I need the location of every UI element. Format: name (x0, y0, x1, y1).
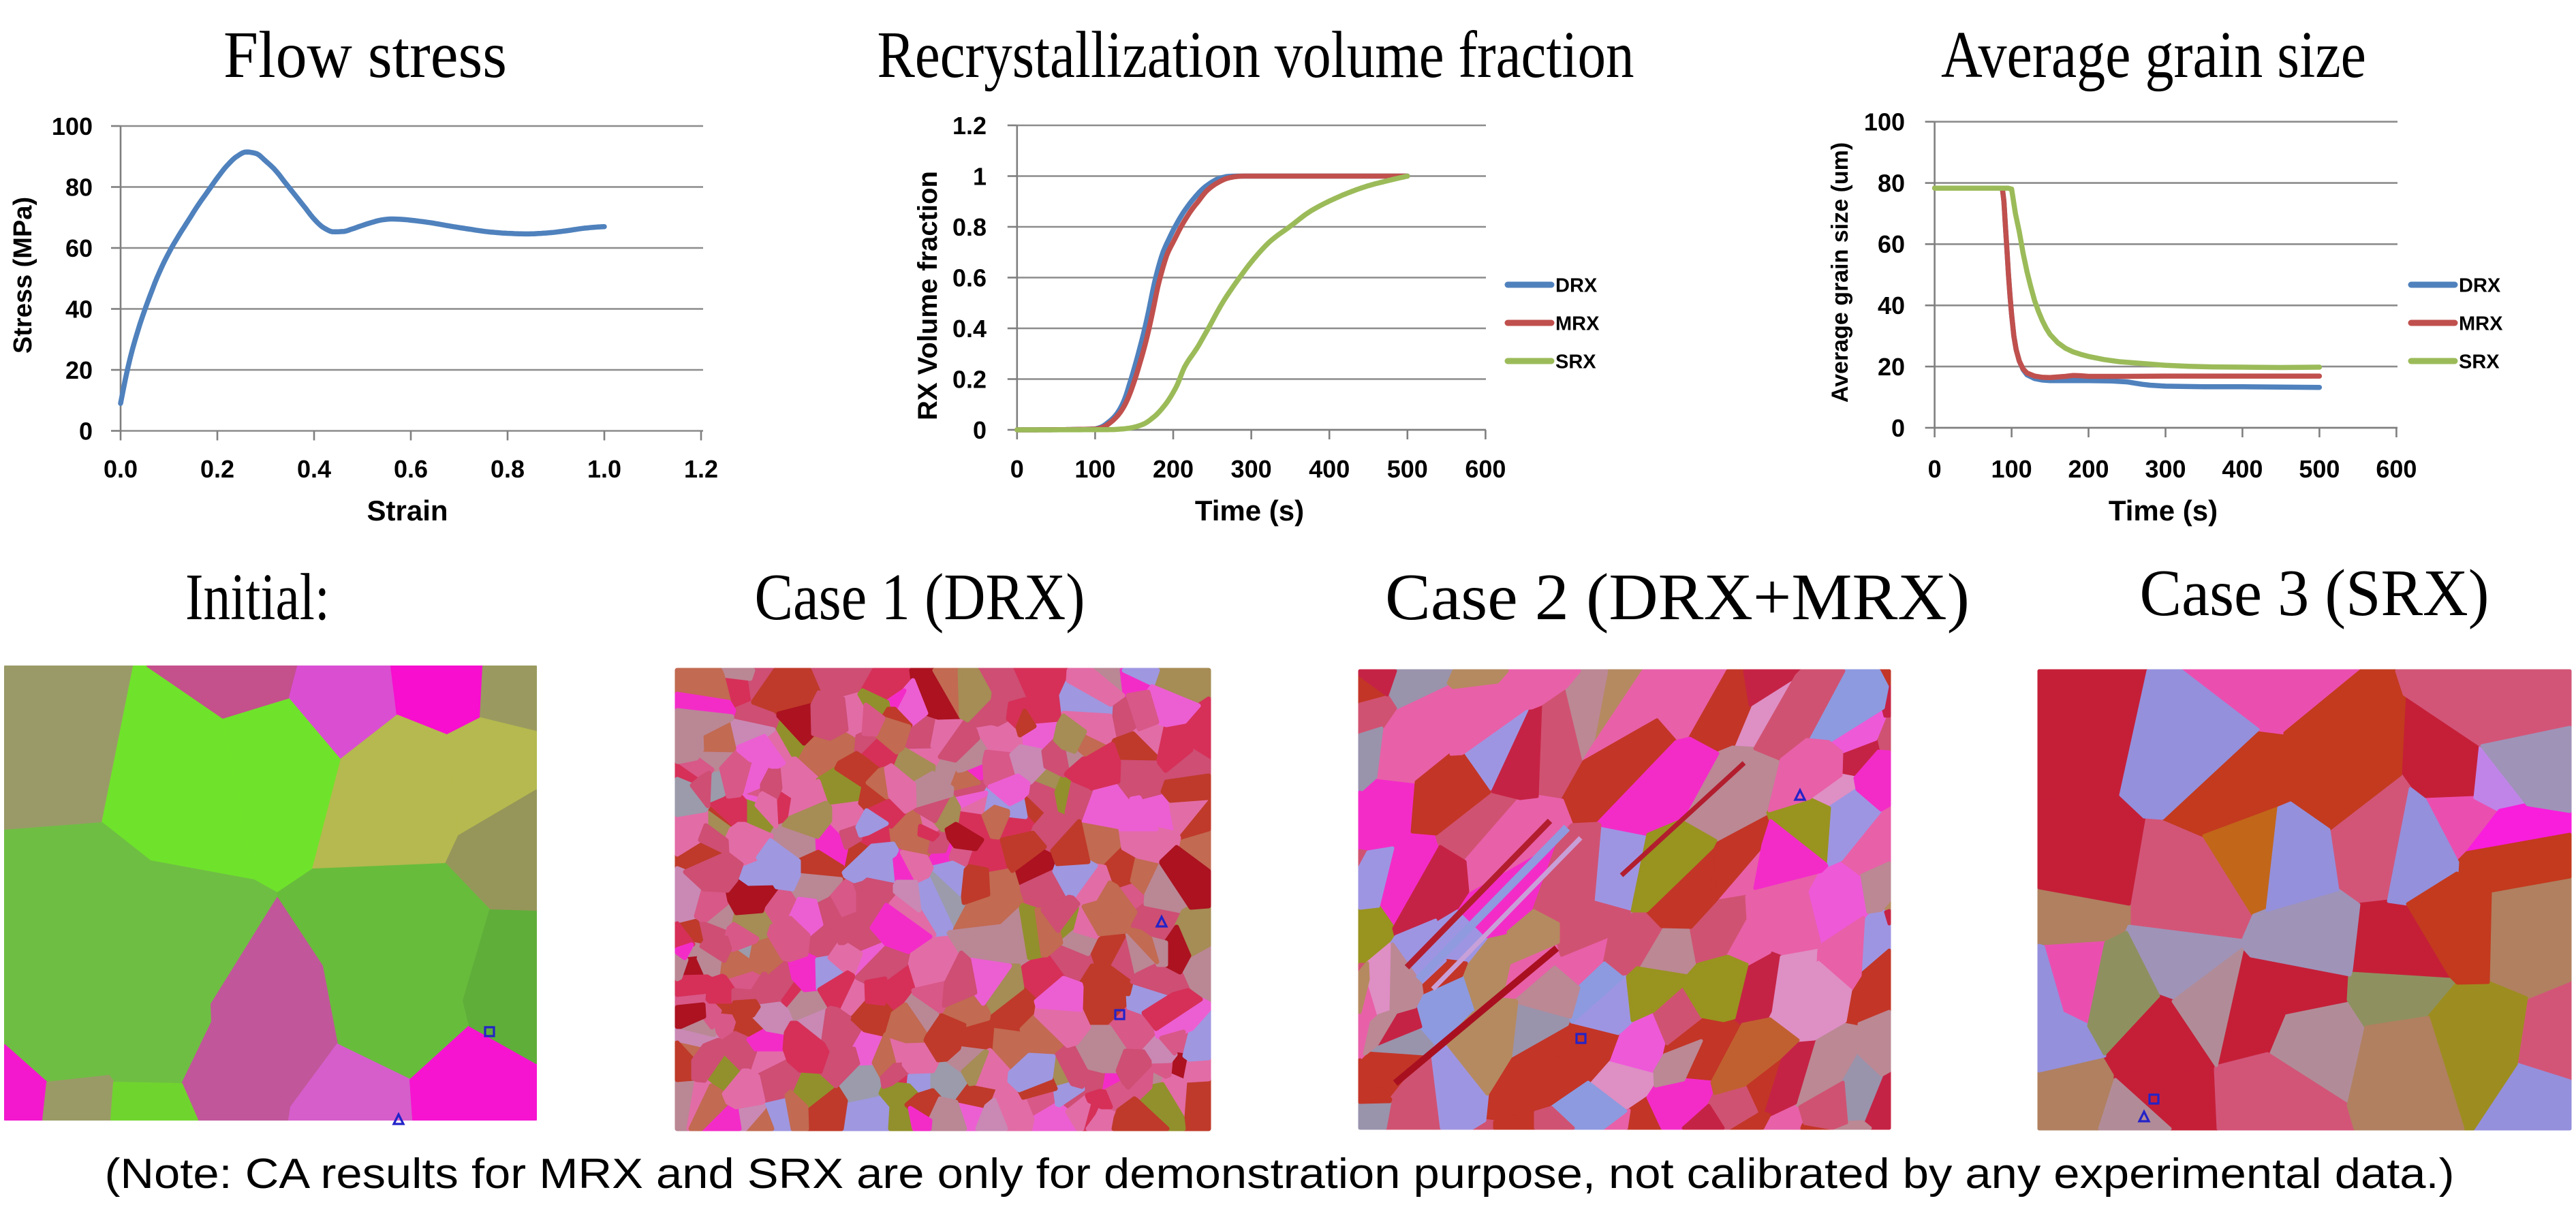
svg-text:200: 200 (1153, 455, 1194, 483)
svg-text:300: 300 (2145, 455, 2186, 483)
svg-text:20: 20 (1878, 353, 1905, 381)
svg-text:Average grain size (um): Average grain size (um) (1827, 142, 1853, 403)
svg-text:0.0: 0.0 (104, 455, 138, 483)
svg-text:1: 1 (973, 162, 987, 190)
svg-text:Initial:: Initial: (185, 561, 330, 634)
svg-text:40: 40 (65, 295, 93, 323)
svg-text:60: 60 (1878, 230, 1905, 258)
svg-text:300: 300 (1231, 455, 1272, 483)
svg-text:Case 3 (SRX): Case 3 (SRX) (2140, 557, 2489, 630)
svg-text:500: 500 (2299, 455, 2340, 483)
svg-text:RX Volume fraction: RX Volume fraction (913, 171, 943, 420)
svg-text:400: 400 (1309, 455, 1350, 483)
svg-text:0: 0 (1928, 455, 1942, 483)
svg-text:0.4: 0.4 (952, 315, 987, 343)
svg-text:0.4: 0.4 (297, 455, 331, 483)
svg-text:1.2: 1.2 (952, 112, 987, 140)
svg-text:100: 100 (1991, 455, 2032, 483)
svg-text:0: 0 (1010, 455, 1024, 483)
svg-text:0.6: 0.6 (394, 455, 428, 483)
svg-text:Stress (MPa): Stress (MPa) (9, 197, 37, 354)
svg-text:100: 100 (1864, 108, 1905, 136)
svg-text:1.2: 1.2 (684, 455, 718, 483)
svg-text:1.0: 1.0 (587, 455, 621, 483)
svg-text:600: 600 (1465, 455, 1506, 483)
svg-text:0.8: 0.8 (952, 213, 987, 241)
svg-text:200: 200 (2068, 455, 2109, 483)
svg-text:500: 500 (1387, 455, 1428, 483)
svg-text:Case 1 (DRX): Case 1 (DRX) (755, 561, 1085, 634)
svg-text:60: 60 (65, 234, 93, 262)
svg-text:600: 600 (2376, 455, 2417, 483)
svg-text:400: 400 (2222, 455, 2263, 483)
svg-text:0.2: 0.2 (952, 365, 987, 393)
svg-text:0: 0 (973, 416, 987, 444)
svg-text:80: 80 (1878, 169, 1905, 197)
svg-text:0.6: 0.6 (952, 264, 987, 292)
svg-text:MRX: MRX (1555, 313, 1600, 335)
svg-text:20: 20 (65, 356, 93, 384)
svg-text:100: 100 (52, 112, 93, 140)
svg-text:Case 2 (DRX+MRX): Case 2 (DRX+MRX) (1385, 561, 1970, 634)
svg-text:Average grain size: Average grain size (1941, 18, 2366, 92)
svg-text:Time (s): Time (s) (1195, 495, 1304, 527)
svg-text:Strain: Strain (367, 495, 448, 527)
svg-text:40: 40 (1878, 292, 1905, 319)
svg-text:MRX: MRX (2459, 313, 2503, 335)
svg-text:DRX: DRX (2459, 275, 2501, 297)
svg-text:DRX: DRX (1555, 275, 1598, 297)
svg-text:Recrystallization volume fract: Recrystallization volume fraction (878, 18, 1634, 92)
svg-text:100: 100 (1074, 455, 1115, 483)
svg-text:(Note: CA results for MRX and: (Note: CA results for MRX and SRX are on… (105, 1151, 2455, 1198)
svg-text:0.2: 0.2 (200, 455, 234, 483)
svg-text:Time (s): Time (s) (2109, 495, 2218, 527)
svg-text:SRX: SRX (2459, 351, 2500, 373)
svg-text:0: 0 (79, 417, 93, 445)
svg-text:0: 0 (1891, 414, 1905, 442)
svg-text:SRX: SRX (1555, 351, 1596, 373)
svg-text:Flow stress: Flow stress (223, 18, 507, 92)
svg-text:80: 80 (65, 173, 93, 201)
svg-text:0.8: 0.8 (491, 455, 525, 483)
